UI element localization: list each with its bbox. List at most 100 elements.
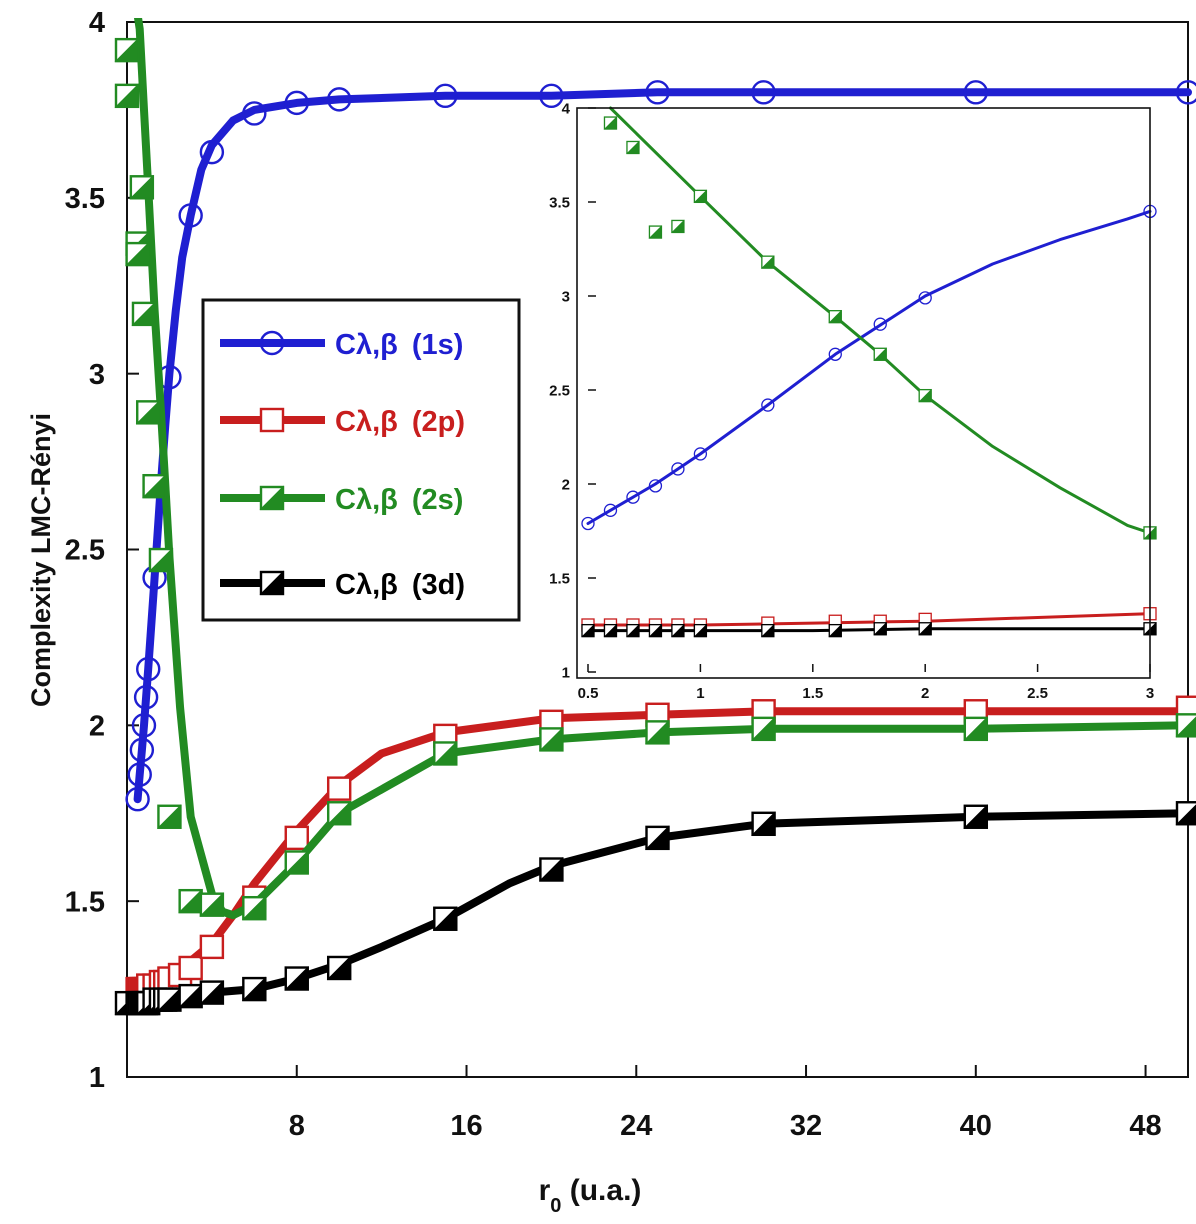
y-tick-label: 2 [562,476,570,493]
series-3 [114,801,1196,1016]
data-point [918,388,932,403]
data-point [199,980,225,1005]
y-tick-label: 1.5 [65,886,105,918]
data-point [178,955,203,981]
data-point [645,80,670,105]
data-point [603,503,618,517]
legend-label: Cλ,β (1s) [335,329,463,361]
data-point [199,934,225,960]
legend-marker [259,485,285,511]
data-point [199,139,225,165]
data-point [432,906,458,931]
data-point [433,83,458,109]
data-point [178,203,203,228]
legend: Cλ,β (1s) Cλ,β (2p) Cλ,β (2s) Cλ,β (3d) [201,298,521,622]
x-tick-label: 3 [1146,685,1154,702]
series-line [133,88,1192,804]
data-point [241,895,267,921]
y-tick-label: 1.5 [549,570,570,587]
data-point [626,623,640,638]
legend-label: Cλ,β (2s) [335,484,463,516]
data-point [125,786,150,812]
data-point [751,80,776,105]
data-point [136,656,161,682]
data-point [603,623,618,638]
x-tick-label: 2 [921,685,929,702]
legend-item: Cλ,β (1s) [220,329,463,361]
y-tick-label: 2 [89,710,105,742]
data-point [693,623,708,638]
x-tick-label: 0.5 [578,685,599,702]
data-point [626,140,640,155]
series-2 [603,106,1157,540]
x-tick-label: 1 [696,685,704,702]
data-point [918,291,932,305]
x-axis-title: r0 (u.a.) [539,1174,642,1217]
x-tick-label: 24 [620,1110,652,1142]
data-point [648,479,663,493]
data-point [1175,713,1196,738]
y-tick-label: 2.5 [65,535,105,567]
y-tick-label: 4 [89,7,105,39]
legend-marker [259,407,285,433]
data-point [538,857,564,882]
legend-box [201,298,521,622]
data-point [918,621,932,636]
data-point [326,87,352,112]
data-point [539,83,564,109]
data-point [142,473,167,499]
legend-marker [259,570,285,596]
data-point [873,347,887,361]
x-tick-label: 8 [289,1110,305,1142]
data-point [178,888,203,914]
data-point [129,174,155,200]
data-point [581,516,595,531]
legend-label: Cλ,β (2p) [335,406,465,438]
data-point [135,399,161,425]
data-point [326,800,352,826]
legend-marker [259,330,285,356]
data-point [131,301,157,327]
x-tick-label: 16 [450,1110,482,1142]
data-point [963,716,989,742]
x-tick-label: 32 [790,1110,822,1142]
y-tick-label: 3.5 [65,183,105,215]
inset-axis-ticks: 0.5 1 1.5 2 2.5 3 1 1.5 2 2.5 3 3.5 4 [549,100,1154,702]
data-point [133,684,159,710]
y-tick-label: 2.5 [549,382,570,399]
data-point [603,116,618,130]
series-line [586,209,1152,525]
data-point [284,850,309,875]
legend-label: Cλ,β (3d) [335,569,465,601]
series-3 [581,621,1157,638]
data-point [873,621,887,636]
data-point [284,966,309,991]
data-point [761,398,775,412]
data-point [671,462,685,476]
x-tick-label: 40 [960,1110,992,1142]
data-point [693,189,708,204]
data-point [199,892,225,917]
data-point [963,80,989,105]
series-line [133,707,1192,994]
data-point [131,713,157,738]
data-point [148,547,174,573]
data-point [761,623,775,638]
legend-item: Cλ,β (2p) [220,406,465,438]
data-point [178,983,203,1009]
data-point [114,83,140,109]
data-point [648,225,663,239]
data-point [156,987,182,1012]
data-point [538,726,564,752]
y-tick-label: 4 [562,100,571,117]
data-point [751,811,776,837]
data-point [241,976,267,1002]
data-point [645,825,670,851]
y-tick-label: 1 [562,664,570,681]
x-tick-label: 48 [1129,1110,1161,1142]
series-line [609,106,1152,535]
data-point [127,762,152,787]
data-point [432,741,458,766]
